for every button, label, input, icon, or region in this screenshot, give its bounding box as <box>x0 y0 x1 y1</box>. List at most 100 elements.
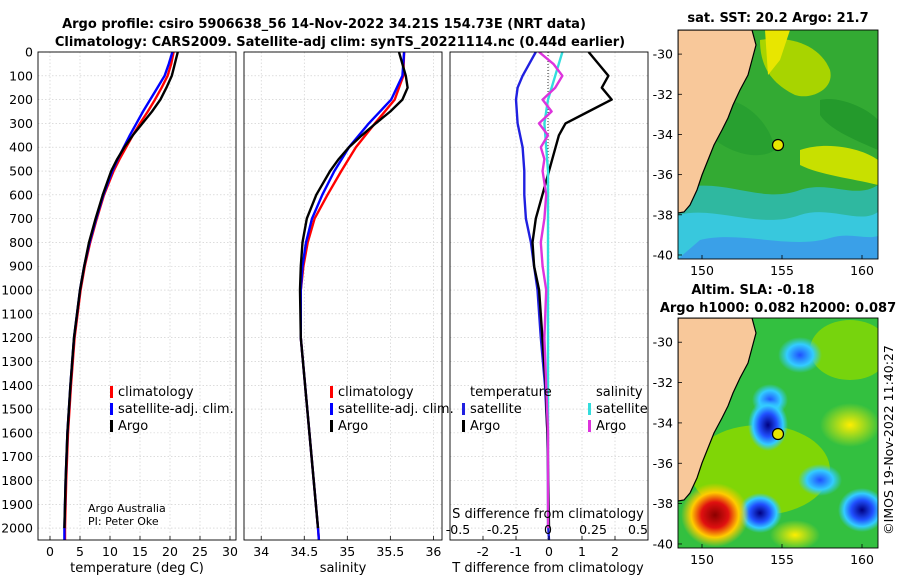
lat-tick-label: -38 <box>653 496 673 511</box>
lon-tick-label: 155 <box>770 263 794 278</box>
sla-map-subtitle: Argo h1000: 0.082 h2000: 0.087 <box>660 301 896 316</box>
x-tick-label: 34.5 <box>290 544 318 559</box>
lat-tick-label: -36 <box>653 456 673 471</box>
legend-diff-tsat-label: satellite <box>470 402 522 417</box>
sla-map: Altim. SLA: -0.18 Argo h1000: 0.082 h200… <box>653 283 897 567</box>
depth-tick-label: 1500 <box>1 402 33 417</box>
legend-clim-label: climatology <box>118 385 194 400</box>
lon-tick-label: 160 <box>850 552 874 567</box>
legend2-sat-label: satellite-adj. clim. <box>338 402 454 417</box>
credits-line1: Argo Australia <box>88 502 166 515</box>
legend2-clim-label: climatology <box>338 385 414 400</box>
profile-legend-2: climatology satellite-adj. clim. Argo <box>330 385 454 434</box>
salinity-axis-label: salinity <box>320 561 367 576</box>
argo-position-marker-sst <box>771 138 785 152</box>
series-line-climatology <box>63 52 175 540</box>
x2-tick-label: -0.25 <box>487 522 519 537</box>
depth-tick-label: 0 <box>25 45 33 60</box>
x-tick-label: 20 <box>162 544 178 559</box>
depth-tick-label: 900 <box>9 259 33 274</box>
x2-tick-label: 0 <box>544 522 552 537</box>
legend-diff-sal-header: salinity <box>596 385 643 400</box>
temperature-axis-label: temperature (deg C) <box>70 561 204 576</box>
lat-tick-label: -30 <box>653 47 673 62</box>
series-line-salinity-argo <box>537 52 564 529</box>
depth-tick-label: 1900 <box>1 497 33 512</box>
lat-tick-label: -40 <box>653 536 673 551</box>
x-tick-label: 0 <box>46 544 54 559</box>
series-line-argo <box>63 52 179 529</box>
lat-tick-label: -32 <box>653 375 673 390</box>
depth-tick-label: 1100 <box>1 306 33 321</box>
x-tick-label: 2 <box>611 544 619 559</box>
depth-tick-label: 500 <box>9 164 33 179</box>
legend-sat-swatch <box>110 403 113 415</box>
lon-tick-label: 155 <box>770 552 794 567</box>
legend-diff-targo-label: Argo <box>470 419 500 434</box>
imos-watermark: ©IMOS 19-Nov-2022 11:40:27 <box>881 345 896 535</box>
figure-title-line2: Climatology: CARS2009. Satellite-adj cli… <box>55 35 625 50</box>
figure-title-line1: Argo profile: csiro 5906638_56 14-Nov-20… <box>62 17 586 32</box>
depth-tick-label: 1300 <box>1 354 33 369</box>
x-tick-label: 15 <box>132 544 148 559</box>
legend-diff-ssat-label: satellite <box>596 402 648 417</box>
x-tick-label: 35.5 <box>376 544 404 559</box>
lon-tick-label: 150 <box>690 263 714 278</box>
depth-tick-label: 800 <box>9 235 33 250</box>
depth-tick-label: 200 <box>9 92 33 107</box>
depth-tick-label: 1600 <box>1 425 33 440</box>
s-diff-axis-label: S difference from climatology <box>452 507 644 522</box>
depth-tick-label: 300 <box>9 116 33 131</box>
legend2-argo-swatch <box>330 420 333 432</box>
x-tick-label: 1 <box>578 544 586 559</box>
depth-tick-label: 1400 <box>1 378 33 393</box>
profile-legend: climatology satellite-adj. clim. Argo <box>110 385 234 434</box>
x-tick-label: 25 <box>192 544 208 559</box>
legend-diff-ssat-swatch <box>588 403 591 415</box>
depth-tick-label: 1000 <box>1 283 33 298</box>
lon-tick-label: 150 <box>690 552 714 567</box>
legend2-sat-swatch <box>330 403 333 415</box>
difference-legend: temperature salinity satellite Argo sate… <box>462 385 648 434</box>
difference-profile-panel: -2 -1 0 1 2 -0.5 -0.25 0 0.25 0.5 S difference f… <box>446 51 649 576</box>
legend2-argo-label: Argo <box>338 419 368 434</box>
legend-diff-targo-swatch <box>462 420 465 432</box>
x-tick-label: 5 <box>76 544 84 559</box>
x2-tick-label: -0.5 <box>446 522 470 537</box>
series-line-climatology <box>299 52 406 540</box>
depth-tick-label: 1700 <box>1 449 33 464</box>
legend-diff-sargo-swatch <box>588 420 591 432</box>
argo-position-marker-sla <box>771 427 785 441</box>
sst-map-title: sat. SST: 20.2 Argo: 21.7 <box>687 11 868 26</box>
series-line-argo <box>298 52 409 529</box>
x-tick-label: -1 <box>510 544 522 559</box>
legend-diff-temp-header: temperature <box>470 385 552 400</box>
x-tick-label: 35 <box>339 544 355 559</box>
lat-tick-label: -36 <box>653 167 673 182</box>
x-tick-label: 10 <box>102 544 118 559</box>
sla-map-title: Altim. SLA: -0.18 <box>691 283 814 298</box>
x2-tick-label: 0.5 <box>628 522 648 537</box>
sst-map: sat. SST: 20.2 Argo: 21.7 -30 -32 -34 -36 -3… <box>653 11 879 278</box>
legend-argo-label: Argo <box>118 419 148 434</box>
depth-tick-label: 1200 <box>1 330 33 345</box>
x-tick-label: -2 <box>477 544 489 559</box>
legend-diff-sargo-label: Argo <box>596 419 626 434</box>
depth-tick-label: 600 <box>9 187 33 202</box>
x2-tick-label: 0.25 <box>579 522 607 537</box>
lat-tick-label: -38 <box>653 207 673 222</box>
temperature-profile-panel: 0 5 10 15 20 25 30 temperature (deg C) climato… <box>37 51 238 576</box>
t-diff-axis-label: T difference from climatology <box>451 561 644 576</box>
series-line-satellite-adj-clim- <box>299 52 406 540</box>
depth-tick-label: 1800 <box>1 473 33 488</box>
x-tick-label: 0 <box>545 544 553 559</box>
lat-tick-label: -34 <box>653 415 673 430</box>
lat-tick-label: -30 <box>653 335 673 350</box>
x-tick-label: 30 <box>222 544 238 559</box>
legend-argo-swatch <box>110 420 113 432</box>
legend-clim-swatch <box>110 386 113 398</box>
depth-tick-label: 2000 <box>1 521 33 536</box>
x-tick-label: 34 <box>253 544 269 559</box>
legend2-clim-swatch <box>330 386 333 398</box>
